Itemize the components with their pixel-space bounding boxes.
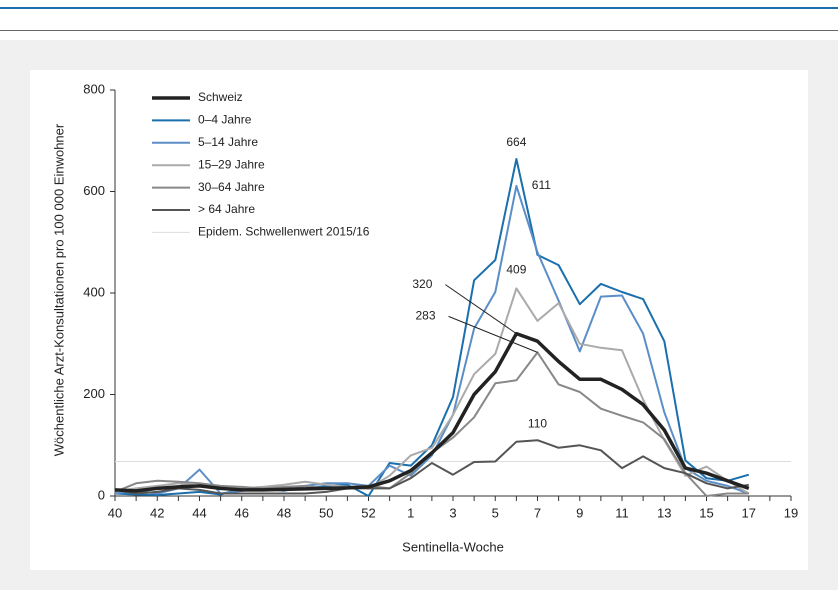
y-axis-title: Wöchentliche Arzt-Konsultationen pro 100…	[51, 123, 66, 456]
series-line	[114, 331, 750, 493]
series-line	[114, 439, 749, 495]
y-tick-label: 800	[83, 81, 105, 96]
legend-label: 15–29 Jahre	[198, 157, 265, 171]
x-tick-label: 19	[784, 505, 798, 520]
x-tick-label: 46	[235, 505, 249, 520]
x-tick-label: 52	[361, 505, 375, 520]
x-tick-label: 1	[407, 505, 414, 520]
x-tick-label: 50	[319, 505, 333, 520]
x-tick-label: 11	[615, 505, 629, 520]
y-tick-label: 200	[83, 386, 105, 401]
data-label: 611	[532, 178, 551, 192]
data-label: 409	[506, 263, 526, 277]
legend-label: 5–14 Jahre	[198, 135, 258, 149]
legend-label: > 64 Jahre	[198, 202, 255, 216]
legend-label: 0–4 Jahre	[198, 113, 252, 127]
data-label: 110	[528, 416, 547, 430]
x-tick-label: 44	[192, 505, 206, 520]
x-tick-label: 5	[492, 505, 499, 520]
legend-label: 30–64 Jahre	[198, 180, 265, 194]
x-tick-label: 13	[657, 505, 671, 520]
x-tick-label: 40	[108, 505, 122, 520]
x-tick-label: 42	[150, 505, 164, 520]
legend-label: Schweiz	[198, 90, 243, 104]
top-rule	[0, 7, 838, 9]
leader-line	[445, 284, 517, 335]
y-tick-label: 600	[83, 183, 105, 198]
x-tick-label: 3	[449, 505, 456, 520]
leader-line	[448, 315, 538, 353]
y-tick-label: 0	[98, 487, 105, 502]
x-axis-title: Sentinella-Woche	[402, 539, 504, 554]
x-tick-label: 7	[534, 505, 541, 520]
x-tick-label: 48	[277, 505, 291, 520]
x-tick-label: 9	[576, 505, 583, 520]
data-label: 283	[415, 309, 435, 323]
legend-label: Epidem. Schwellenwert 2015/16	[198, 225, 370, 239]
y-tick-label: 400	[83, 284, 105, 299]
header-rule	[0, 30, 838, 31]
data-label: 664	[506, 135, 526, 149]
x-tick-label: 15	[699, 505, 713, 520]
x-tick-label: 17	[742, 505, 756, 520]
data-label: 320	[412, 277, 432, 291]
